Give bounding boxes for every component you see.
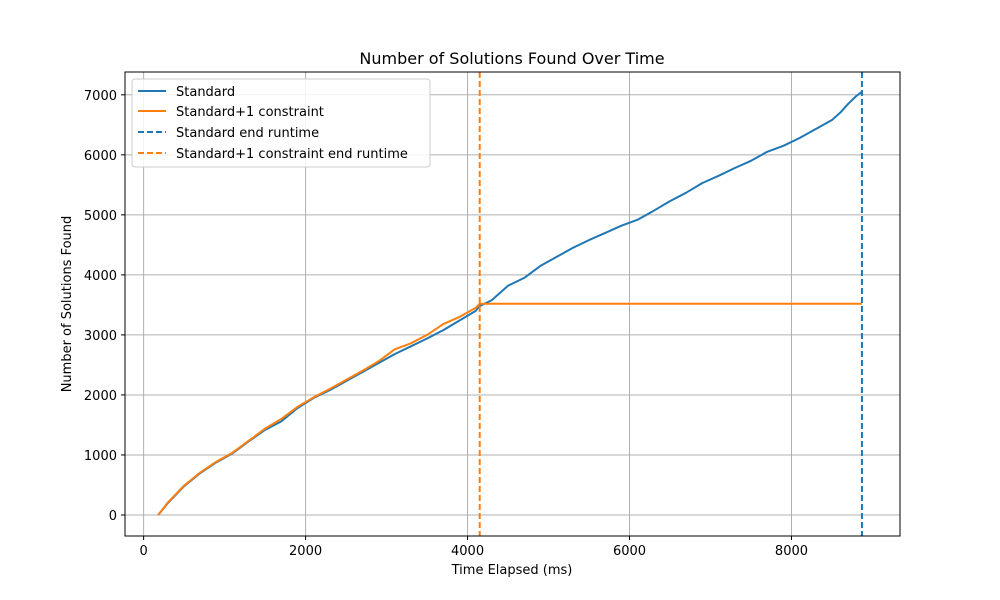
- legend-label-constraint-end: Standard+1 constraint end runtime: [176, 147, 408, 162]
- legend-box: [131, 78, 431, 168]
- legend-label-standard-constraint: Standard+1 constraint: [176, 105, 324, 120]
- series-line-standard-1-constraint: [157, 302, 862, 516]
- x-axis-label: Time Elapsed (ms): [451, 563, 573, 578]
- x-tick-label: 4000: [451, 544, 484, 559]
- grid: [125, 72, 900, 536]
- y-tick-label: 6000: [84, 149, 117, 164]
- x-tick-label: 8000: [775, 544, 808, 559]
- x-tick-label: 6000: [613, 544, 646, 559]
- plot-area-frame: [124, 71, 901, 537]
- y-tick-label: 4000: [84, 269, 117, 284]
- ticks: 0 2000 4000 6000 8000 0 1000 2000 3000 4000 5000 60…: [84, 89, 808, 559]
- x-tick-label: 2000: [289, 544, 322, 559]
- y-tick-label: 3000: [84, 329, 117, 344]
- series-line-standard: [157, 91, 863, 516]
- y-tick-label: 1000: [84, 449, 117, 464]
- y-tick-label: 0: [109, 509, 117, 524]
- y-axis-label: Number of Solutions Found: [60, 216, 75, 393]
- legend-label-standard: Standard: [176, 85, 235, 100]
- series-layer: [157, 72, 863, 536]
- legend-label-standard-end: Standard end runtime: [176, 126, 319, 141]
- y-tick-label: 7000: [84, 89, 117, 104]
- y-tick-label: 5000: [84, 209, 117, 224]
- x-tick-label: 0: [139, 544, 147, 559]
- y-tick-label: 2000: [84, 389, 117, 404]
- chart-title: Number of Solutions Found Over Time: [359, 49, 664, 68]
- legend: Standard Standard+1 constraint Standard …: [131, 78, 431, 168]
